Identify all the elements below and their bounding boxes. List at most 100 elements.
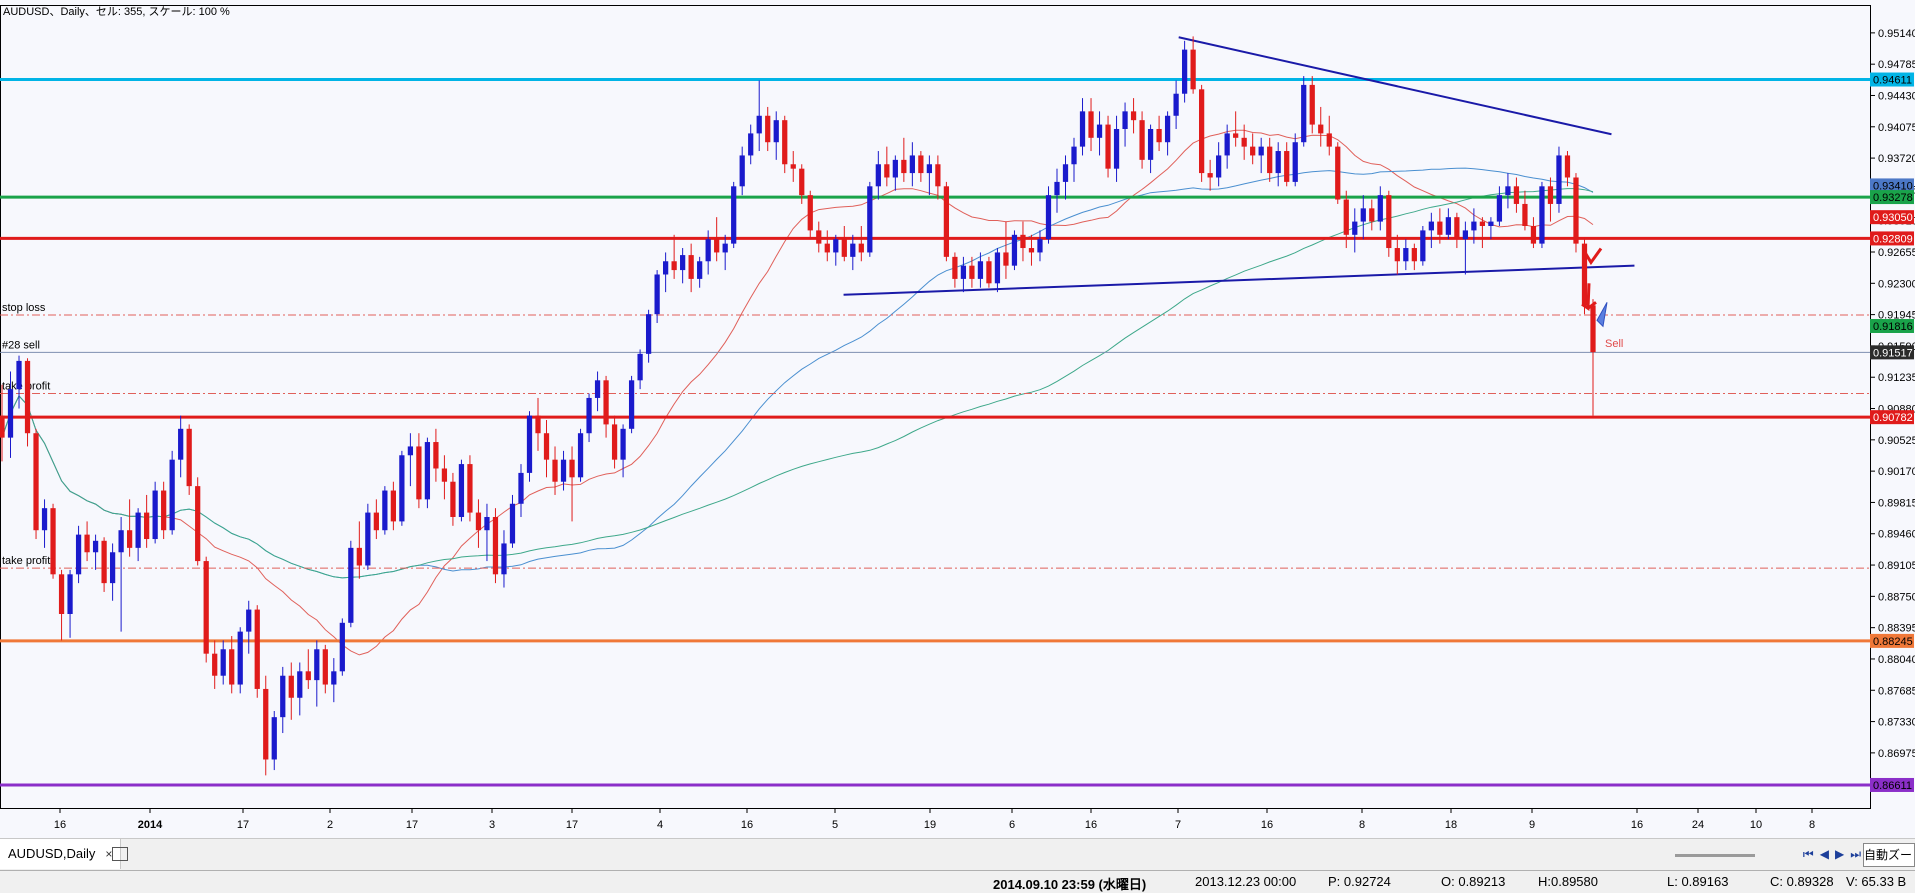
- price-chart[interactable]: 0.951400.947850.944300.940750.937200.933…: [0, 0, 1915, 838]
- x-tick-label: 2014: [138, 819, 163, 831]
- candle-body: [1113, 128, 1120, 169]
- candle-body: [1326, 133, 1332, 147]
- candle-body: [92, 540, 99, 553]
- candle-body: [492, 516, 499, 575]
- candle: [1505, 173, 1511, 209]
- candle: [663, 252, 669, 293]
- candle: [1394, 234, 1400, 275]
- candle: [169, 450, 175, 535]
- candle-body: [1241, 137, 1247, 147]
- candle-body: [509, 503, 516, 544]
- candle-body: [67, 574, 73, 614]
- price-tag-label: 0.91517: [1873, 347, 1913, 359]
- candle: [1071, 137, 1077, 182]
- candle-body: [1164, 115, 1171, 143]
- candle-body: [1054, 181, 1060, 196]
- candle-body: [1318, 124, 1324, 134]
- candle: [1190, 36, 1196, 94]
- nav-first-icon[interactable]: ⏮: [1802, 847, 1814, 861]
- candle-body: [1105, 124, 1111, 169]
- candle: [203, 556, 209, 663]
- candle: [509, 494, 516, 548]
- candle: [909, 142, 915, 187]
- candle: [24, 358, 31, 447]
- candle-body: [1284, 151, 1290, 182]
- candle: [892, 155, 898, 191]
- candle: [1539, 181, 1545, 249]
- y-tick-label: 0.94075: [1878, 122, 1915, 134]
- candle: [935, 155, 941, 200]
- candle: [33, 428, 39, 540]
- candle-body: [918, 155, 924, 174]
- candle-body: [603, 380, 609, 425]
- candle: [1581, 239, 1588, 315]
- candle-body: [1590, 305, 1596, 353]
- candle-body: [697, 261, 703, 279]
- candle-body: [118, 530, 124, 553]
- status-bar: 2014.09.10 23:59 (水曜日) 2013.12.23 00:00 …: [0, 870, 1915, 893]
- candle: [1079, 98, 1086, 156]
- candle-body: [850, 243, 856, 257]
- candle: [1411, 243, 1417, 271]
- candle: [1173, 80, 1179, 129]
- candle-body: [1224, 133, 1230, 156]
- price-tag-label: 0.91816: [1873, 321, 1913, 333]
- x-tick-label: 3: [489, 819, 495, 831]
- candle: [195, 477, 201, 566]
- candle: [1267, 137, 1273, 182]
- nav-prev-icon[interactable]: ◀: [1819, 847, 1829, 861]
- candle: [1233, 111, 1239, 147]
- candle-body: [450, 481, 456, 517]
- candle-body: [1496, 195, 1503, 222]
- candle: [1386, 190, 1392, 257]
- candle-body: [1275, 151, 1281, 174]
- y-tick-label: 0.93720: [1878, 153, 1915, 165]
- candle: [969, 256, 975, 288]
- candle-body: [824, 243, 830, 253]
- candle: [475, 499, 482, 548]
- window-icon[interactable]: [112, 847, 128, 861]
- candle-body: [1581, 243, 1588, 306]
- candle-body: [1505, 186, 1511, 196]
- candle-body: [1028, 248, 1035, 253]
- candle: [1403, 239, 1409, 271]
- y-tick-label: 0.92655: [1878, 247, 1915, 259]
- x-tick-label: 2: [327, 819, 333, 831]
- candle-body: [722, 243, 728, 253]
- x-tick-label: 17: [237, 819, 249, 831]
- candle-body: [935, 164, 941, 187]
- candle-body: [373, 512, 379, 531]
- candle: [1488, 217, 1494, 240]
- candle: [1301, 76, 1307, 147]
- candle-body: [382, 490, 388, 531]
- nav-last-icon[interactable]: ⏭: [1850, 847, 1861, 861]
- candle: [875, 151, 881, 200]
- candle: [84, 521, 90, 562]
- candle-body: [926, 164, 932, 174]
- candle: [297, 662, 303, 716]
- candle-body: [1096, 124, 1103, 138]
- candle-body: [867, 186, 873, 253]
- x-tick-label: 6: [1009, 819, 1015, 831]
- candle: [1224, 124, 1230, 169]
- nav-next-icon[interactable]: ▶: [1834, 847, 1845, 861]
- horizontal-scrollbar[interactable]: [1675, 854, 1755, 857]
- candle-body: [1258, 146, 1264, 156]
- candle: [263, 675, 269, 776]
- candle-body: [433, 442, 439, 469]
- chart-navigation: ⏮ ◀ ▶ ⏭: [1803, 847, 1861, 862]
- candle-body: [773, 120, 779, 143]
- candle-body: [833, 239, 839, 253]
- candle-body: [901, 159, 907, 174]
- candle: [680, 248, 686, 284]
- auto-zoom-button[interactable]: 自動ズー: [1863, 843, 1915, 867]
- candle-body: [161, 490, 167, 531]
- price-tag-label: 0.93050: [1873, 212, 1913, 224]
- candle-body: [875, 164, 881, 187]
- candle: [782, 115, 788, 174]
- candle-body: [407, 446, 414, 456]
- close-icon[interactable]: ×: [105, 847, 113, 861]
- y-tick-label: 0.91945: [1878, 310, 1915, 322]
- candle: [977, 252, 984, 288]
- chart-tab[interactable]: AUDUSD,Daily ×: [0, 839, 122, 869]
